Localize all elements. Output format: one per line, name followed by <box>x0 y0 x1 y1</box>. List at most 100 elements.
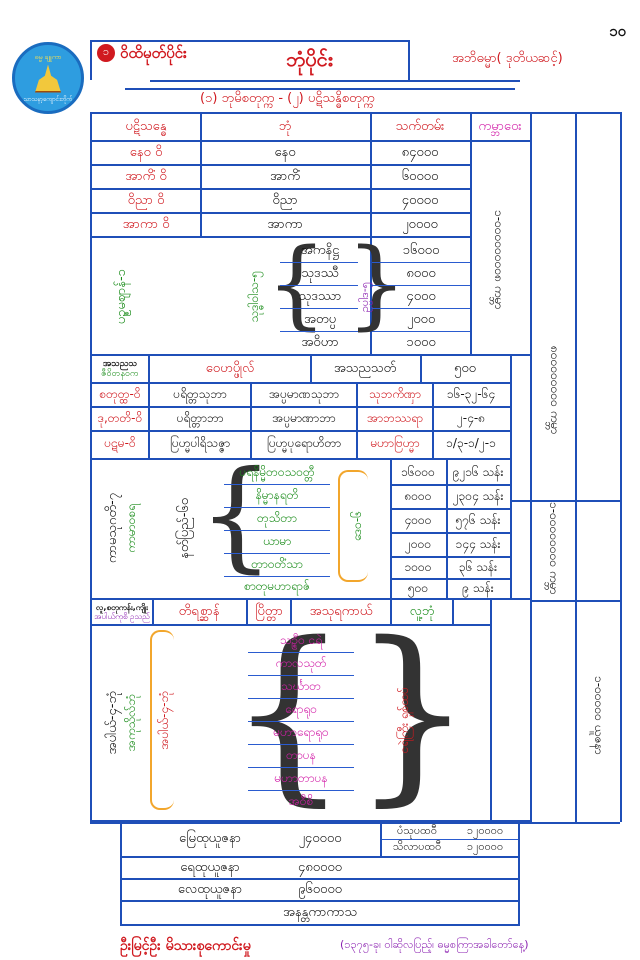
apaya-item-1: ကာလသုတ် <box>275 656 327 671</box>
kappa-label-3: ၁-၀၀၀၀၀၀၀၀ ကမ္ဘာ <box>546 501 561 595</box>
bottom-row-value-2: ၉၆၀၀၀၀ <box>298 881 342 897</box>
apaya-hell-label: ငရဲကြီး ရှစ်ထပ် <box>397 686 412 754</box>
bottom-right1-label: ပံသုပထဝီ <box>397 824 437 838</box>
col-kappa: ကမ္ဘာဝေး <box>478 118 522 134</box>
human-c4: လူ့ဘုံ <box>409 603 435 619</box>
footer-publisher: ဦးမြင့်ဦး မိသားစုကောင်းမှု <box>120 938 251 954</box>
bottom-last: အနန္တကာကာသ <box>282 904 358 920</box>
kama-left-label: ကာမသုဂတိ-၇ ကာမာဝစရ <box>104 492 138 564</box>
apaya-item-4: မဟာရောရုဝ <box>273 725 329 740</box>
kama-orange-bracket <box>338 470 368 582</box>
asanna-vehapphala: ဝေဟပ္ဖိုလ် <box>205 360 255 376</box>
apaya-right-brace: } <box>352 602 473 823</box>
suddhavasa-item-4: အဝိဟာ <box>301 334 339 350</box>
kama-life-1: ၈၀၀၀ <box>404 489 432 504</box>
rupa-c2-2: ပြဟ္မပုရောဟိတာ <box>266 436 342 451</box>
arupa-life-1: ၆၀၀၀၀ <box>401 168 439 184</box>
suddhavasa-item-0: အကနိဋ္ဌ <box>300 242 340 258</box>
human-c3: အသုရကာယ် <box>309 603 373 619</box>
rupa-life-1: ၂-၄-၈ <box>456 411 486 426</box>
section-number-badge: ၁ <box>97 44 115 62</box>
rupa-c3-0: သုဘကိဏှာ <box>369 387 421 402</box>
bottom-row-label-0: မြေထုယူဇနာ <box>179 830 241 846</box>
rupa-label-0: စတုတ္ထ-၀ိ <box>99 387 141 402</box>
kama-years-3: ၁၄၄ သန်း <box>455 537 501 552</box>
kama-item-5: စာတုမဟာရာဇ် <box>244 579 310 594</box>
logo: ဓမ္မ ချူကာ သာသနာ့ကျောင်းတိုက် <box>12 42 84 114</box>
apaya-left-label: အပါယ်-၄-ဘုံ အကုသိုလ်ဘုံ <box>104 691 138 755</box>
kama-item-1: နိမ္မာနရတိ <box>255 488 299 503</box>
apaya-item-0: သဉ္စီဝ ငရဲ <box>279 633 323 648</box>
asanna-asannasatta: အသညသတ် <box>333 360 397 376</box>
arupa-bhumi-3: အာကာ <box>267 216 303 232</box>
suddhavasa-left-brace: { <box>266 228 328 340</box>
rupa-c2-1: အပ္ပမာဏာဘာ <box>272 411 336 426</box>
bottom-right1-value: ၁၂၀၀၀၀ <box>466 824 504 838</box>
rupa-label-2: ပဋမ-၀ိ <box>104 436 136 451</box>
pagoda-icon <box>35 64 61 93</box>
suddhavasa-item-1: သုဒဿီ <box>301 265 339 281</box>
rupa-c2-0: အပ္ပမာဏသုဘာ <box>269 387 339 402</box>
kama-years-2: ၅၇၆ သန်း <box>455 513 501 528</box>
apaya-mid-label: အပါယ်-၄-ဘုံ <box>157 690 172 750</box>
col-bhumi: ဘုံ <box>278 118 292 134</box>
apaya-item-3: ရောရုဝ <box>285 702 317 717</box>
suddhavasa-life-3: ၂၀၀၀ <box>406 311 436 327</box>
asanna-label: အသညသ ဇီဝိတနဝက <box>101 358 139 379</box>
kama-item-3: ယာမာ <box>262 534 292 549</box>
section-label: ဝိထိမုတ်ပိုင်း <box>120 44 187 62</box>
kama-years-0: ၉၂၁၆ သန်း <box>452 465 504 480</box>
rupa-life-2: ၁/၃-၁/၂-၁ <box>446 436 496 451</box>
rupa-life-0: ၁၆-၃၂-၆၄ <box>446 387 496 402</box>
suddhavasa-item-3: အတပ္ပ <box>303 311 336 327</box>
kama-years-4: ၃၆ သန်း <box>458 560 498 575</box>
rupa-c3-1: အာဘဿရာ <box>367 411 423 426</box>
footer-note: (၁၃၇၅-ခု၊ ဝါဆိုလပြည့်၊ ဓမ္မစကြာအခါတော်နေ… <box>340 938 529 951</box>
bottom-row-value-1: ၄၈၀၀၀၀ <box>298 859 342 875</box>
apaya-left-brace: { <box>228 602 349 823</box>
subtitle: (၁) ဘုမိစတုက္က - (၂) ပဋိသန္ဓိစတုက္က <box>200 91 375 106</box>
arupa-p-2: ဝိညာ ၀ိ <box>127 192 165 208</box>
suddhavasa-uppada-label: ဥပ္ပါဒ-၅ <box>357 281 371 313</box>
kama-life-3: ၂၀၀၀ <box>404 537 432 552</box>
kama-mid-label: နတ်ပြည်-၆ဝ <box>176 497 192 559</box>
arupa-life-2: ၄၀၀၀၀ <box>401 192 439 208</box>
kama-years-5: ၉ သန်း <box>462 581 494 596</box>
kama-life-2: ၄၀၀၀ <box>404 513 432 528</box>
bottom-row-label-1: ရေထုယူဇနာ <box>180 859 240 875</box>
suddhavasa-right-brace: } <box>346 228 408 340</box>
apaya-item-7: အဝီစိ <box>288 794 314 809</box>
arupa-p-1: အာကိံ ၀ိ <box>125 168 167 184</box>
kama-item-2: တုသိတာ <box>257 511 297 526</box>
suddhavasa-left-label: ပဥ္စမဈာန်-၁ <box>113 269 129 325</box>
kama-left-brace: { <box>198 446 275 585</box>
kama-right-label: ဒေဝ-၆ <box>350 510 365 542</box>
logo-bottom-text: သာသနာ့ကျောင်းတိုက် <box>23 95 73 103</box>
kappa-label-2: ၈၀၀၀၀၀၀၀၀ ကမ္ဘာ <box>547 345 562 435</box>
col-patisandhi: ပဋိသန္ဓေ <box>125 118 167 134</box>
kama-years-1: ၂၃၀၄ သန်း <box>452 489 504 504</box>
kama-item-4: တာဝတိံသာ <box>251 557 303 572</box>
kappa-label-1: ၁-၀၀၀၀၀၀၀၀၈ ကမ္ဘာ <box>491 210 506 310</box>
logo-top-text: ဓမ္မ ချူကာ <box>34 52 62 61</box>
human-c1: တိရစ္ဆာန် <box>178 603 220 619</box>
arupa-life-3: ၂၀၀၀၀ <box>402 216 438 232</box>
apaya-item-2: သင်္ဃာတ <box>281 679 321 694</box>
arupa-bhumi-0: နေဝ <box>274 144 296 160</box>
arupa-life-0: ၈၄၀၀၀ <box>401 144 439 160</box>
rupa-c1-2: ပြဟ္မပါရိသဇ္ဇာ <box>169 436 231 451</box>
yojana-label: ၁-၀၀၀၀၀ ယူဇနာ <box>591 675 606 755</box>
author-note: အဘိဓမ္မာ( ဒုတိယဆင့်) <box>452 51 563 66</box>
arupa-p-3: အာကာ ၀ိ <box>122 216 170 232</box>
suddhavasa-life-0: ၁၆၀၀၀ <box>402 242 440 258</box>
arupa-bhumi-1: အာကိံ <box>270 168 300 184</box>
rupa-c1-0: ပရိတ္တသုဘာ <box>173 387 227 402</box>
kama-life-5: ၅၀၀ <box>407 581 429 596</box>
suddhavasa-life-2: ၄၀၀၀ <box>406 288 436 304</box>
human-left-label: လူ,စတုကန်း,ကျိုး အပါယ်ကုစိ ဥသည် <box>94 602 150 621</box>
asanna-life: ၅၀၀ <box>454 360 476 376</box>
apaya-item-6: မဟာတာပန <box>274 771 328 786</box>
suddhavasa-life-4: ၁၀၀၀ <box>406 334 436 350</box>
rupa-c3-2: မဟာဗြဟ္မာ <box>370 436 420 451</box>
chart-frame-top <box>90 40 410 80</box>
